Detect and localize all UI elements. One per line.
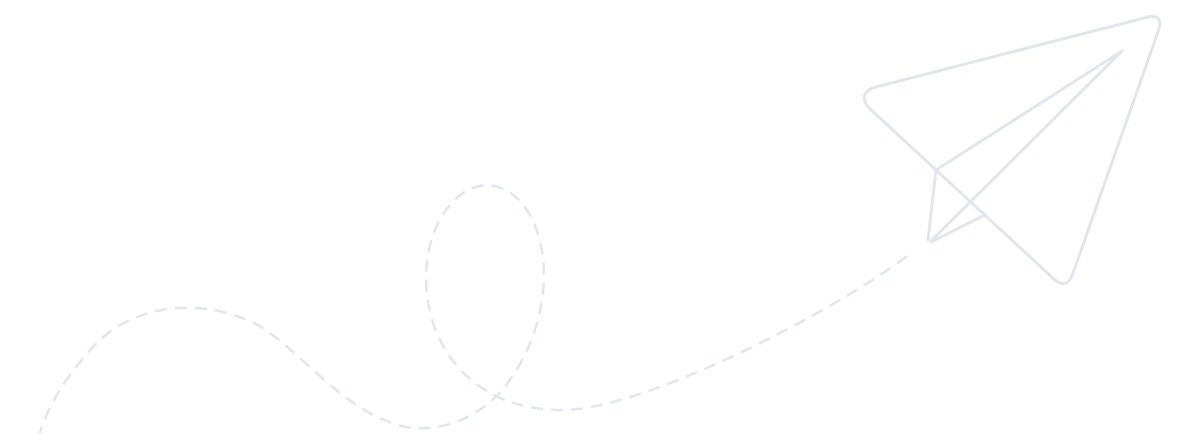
- paper-plane-icon: [862, 15, 1162, 286]
- plane-fold-lower: [929, 49, 1124, 243]
- plane-tail-bottom: [929, 214, 985, 244]
- plane-tail-left: [926, 168, 938, 242]
- plane-fold-upper: [934, 49, 1124, 172]
- plane-outline: [862, 15, 1162, 286]
- dashed-loop-trail: [38, 184, 908, 434]
